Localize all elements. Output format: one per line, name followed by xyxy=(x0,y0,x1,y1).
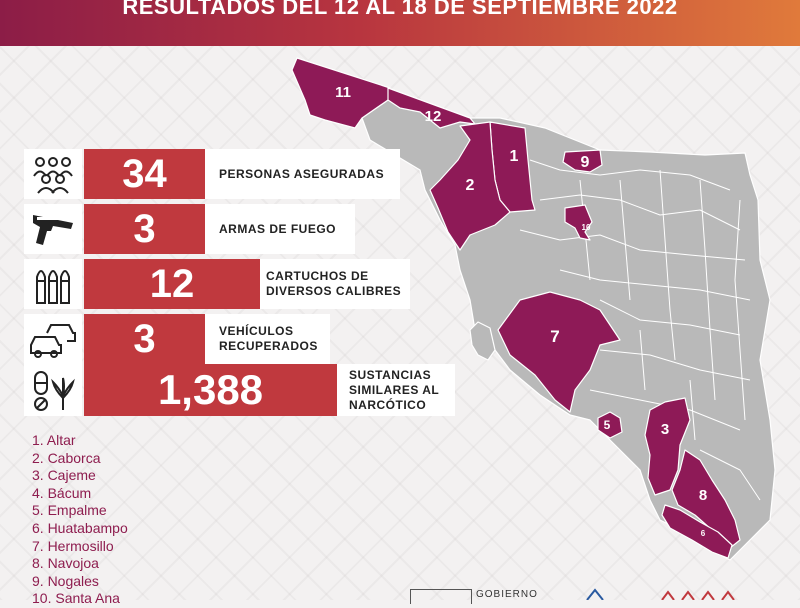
legend-item: 9. Nogales xyxy=(32,572,99,589)
map-label-6: 6 xyxy=(701,529,706,538)
municipality-7 xyxy=(497,291,621,413)
municipality-3 xyxy=(644,397,691,496)
island-region xyxy=(469,321,496,361)
stat-label-cartuchos: CARTUCHOS DE DIVERSOS CALIBRES xyxy=(266,269,402,298)
legend-item: 2. Caborca xyxy=(32,449,101,466)
header-banner: RESULTADOS DEL 12 AL 18 DE SEPTIEMBRE 20… xyxy=(0,0,800,46)
map-label-11: 11 xyxy=(335,84,351,101)
municipality-2 xyxy=(429,121,511,251)
municipality-legend: 1. Altar 2. Caborca 3. Cajeme 4. Bácum 5… xyxy=(32,432,128,608)
decorative-logo-icon xyxy=(661,590,735,600)
bullets-icon xyxy=(24,259,82,309)
stat-label-vehiculos: VEHÍCULOS RECUPERADOS xyxy=(219,324,318,353)
people-icon xyxy=(24,149,82,199)
map-label-3: 3 xyxy=(661,421,669,438)
legend-item: 10. Santa Ana xyxy=(32,590,120,607)
stat-label-box: SUSTANCIAS SIMILARES AL NARCÓTICO xyxy=(337,364,455,416)
stat-value-personas: 34 xyxy=(84,149,205,199)
government-logo-text: GOBIERNO xyxy=(476,589,538,600)
legend-item: 7. Hermosillo xyxy=(32,537,114,554)
stat-value-armas: 3 xyxy=(84,204,205,254)
stat-label-box: PERSONAS ASEGURADAS xyxy=(205,149,400,199)
map-label-9: 9 xyxy=(581,154,590,171)
map-label-12: 12 xyxy=(425,108,442,125)
legend-item: 3. Cajeme xyxy=(32,467,96,484)
stat-label-box: CARTUCHOS DE DIVERSOS CALIBRES xyxy=(260,259,410,309)
drugs-icon xyxy=(24,364,82,416)
stat-value-sustancias: 1,388 xyxy=(84,364,337,416)
map-label-2: 2 xyxy=(466,177,475,194)
map-label-7: 7 xyxy=(550,327,559,346)
stat-value-cartuchos: 12 xyxy=(84,259,260,309)
legend-item: 4. Bácum xyxy=(32,484,92,501)
stat-label-armas: ARMAS DE FUEGO xyxy=(219,221,337,236)
page-title: RESULTADOS DEL 12 AL 18 DE SEPTIEMBRE 20… xyxy=(122,0,678,19)
legend-item: 5. Empalme xyxy=(32,502,107,519)
legend-item: 6. Huatabampo xyxy=(32,519,128,536)
stat-label-sustancias: SUSTANCIAS SIMILARES AL NARCÓTICO xyxy=(349,367,440,412)
municipality-6 xyxy=(661,504,733,559)
municipality-10 xyxy=(564,204,593,241)
stat-label-box: ARMAS DE FUEGO xyxy=(205,204,355,254)
stat-label-box: VEHÍCULOS RECUPERADOS xyxy=(205,314,330,364)
gun-icon xyxy=(24,204,82,254)
government-logo xyxy=(410,589,472,604)
map-label-5: 5 xyxy=(604,418,611,432)
institution-logo-icon xyxy=(586,588,604,600)
map-label-8: 8 xyxy=(699,487,707,504)
stat-label-personas: PERSONAS ASEGURADAS xyxy=(219,166,385,181)
map-label-1: 1 xyxy=(510,148,519,165)
cars-icon xyxy=(24,314,82,364)
legend-item: 1. Altar xyxy=(32,432,76,448)
map-label-10: 10 xyxy=(582,223,591,232)
legend-item: 8. Navojoa xyxy=(32,555,99,572)
municipality-5 xyxy=(597,411,623,439)
municipality-12 xyxy=(387,87,476,129)
stat-value-vehiculos: 3 xyxy=(84,314,205,364)
municipality-9 xyxy=(562,149,603,173)
